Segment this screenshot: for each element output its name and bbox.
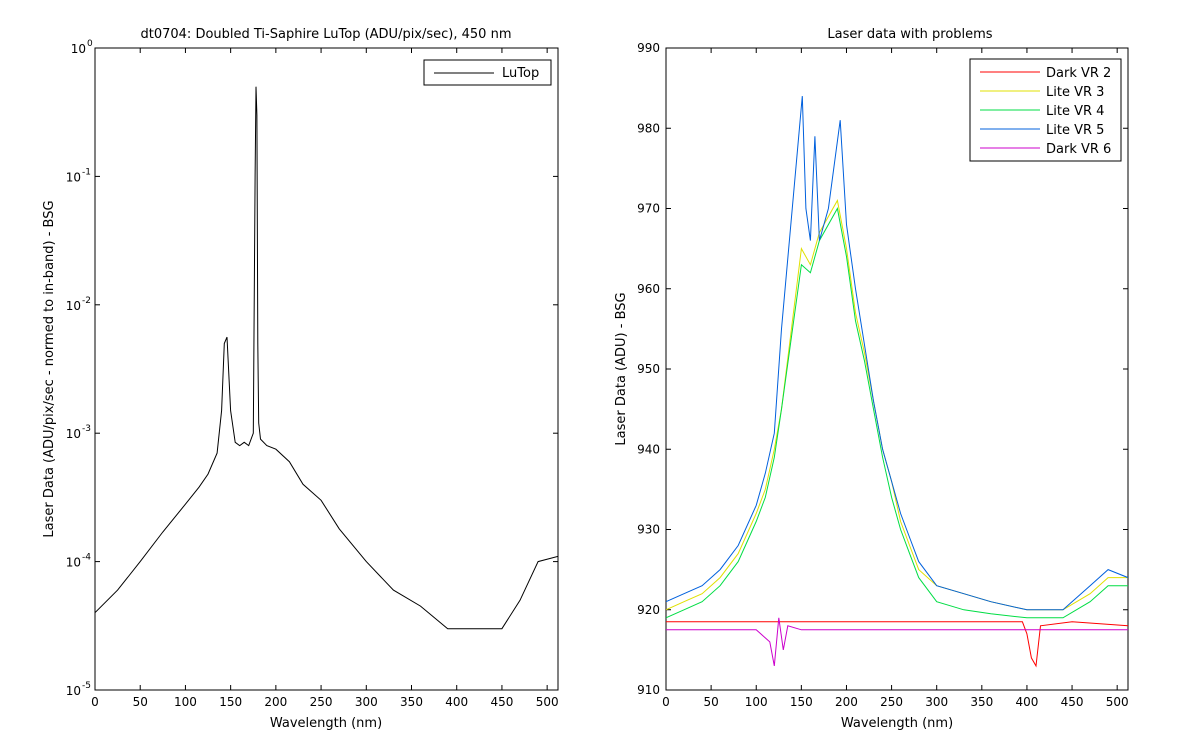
right-chart-title: Laser data with problems <box>827 27 992 42</box>
left-x-tick-label: 250 <box>310 695 333 709</box>
left-y-tick-label: 10-4 <box>66 553 92 570</box>
right-x-tick-label: 250 <box>880 695 903 709</box>
left-x-tick-label: 0 <box>91 695 99 709</box>
left-x-tick-label: 50 <box>133 695 148 709</box>
right-x-tick-label: 400 <box>1015 695 1038 709</box>
left-x-tick-label: 300 <box>355 695 378 709</box>
right-legend-label-lite-vr5: Lite VR 5 <box>1046 123 1104 138</box>
right-legend-label-dark-vr2: Dark VR 2 <box>1046 66 1111 81</box>
right-series-dark-vr-6 <box>666 617 1128 666</box>
right-y-tick-label: 970 <box>637 202 660 216</box>
right-y-tick-label: 910 <box>637 683 660 697</box>
left-series-lines <box>95 86 558 630</box>
left-y-tick-label: 100 <box>71 39 93 56</box>
right-y-tick-label: 990 <box>637 41 660 55</box>
right-series-lite-vr-5 <box>666 96 1128 611</box>
left-x-tick-label: 350 <box>400 695 423 709</box>
left-y-axis-label: Laser Data (ADU/pix/sec - normed to in-b… <box>42 200 57 537</box>
right-y-tick-label: 930 <box>637 523 660 537</box>
left-y-tick-label: 10-2 <box>66 296 91 313</box>
right-legend-label-lite-vr3: Lite VR 3 <box>1046 85 1104 100</box>
left-legend-label-lutop: LuTop <box>502 66 539 81</box>
right-series-dark-vr-2 <box>666 621 1128 668</box>
right-y-tick-label: 940 <box>637 442 660 456</box>
right-chart: Laser data with problems 0 50 100 150 200 250… <box>614 27 1129 731</box>
right-x-tick-label: 100 <box>745 695 768 709</box>
right-x-tick-label: 500 <box>1106 695 1129 709</box>
left-legend: LuTop <box>423 59 552 86</box>
right-x-tick-label: 350 <box>970 695 993 709</box>
right-series-lines <box>666 96 1128 668</box>
right-x-tick-label: 150 <box>790 695 813 709</box>
left-x-tick-label: 200 <box>264 695 287 709</box>
right-x-tick-label: 50 <box>703 695 718 709</box>
left-x-tick-label: 150 <box>219 695 242 709</box>
left-chart: dt0704: Doubled Ti-Saphire LuTop (ADU/pi… <box>42 27 559 731</box>
left-x-tick-label: 500 <box>536 695 559 709</box>
left-x-tick-label: 100 <box>174 695 197 709</box>
left-series-lutop <box>95 86 558 630</box>
right-y-tick-label: 960 <box>637 282 660 296</box>
left-y-tick-label: 10-3 <box>66 424 91 441</box>
right-x-axis-label: Wavelength (nm) <box>841 716 953 731</box>
right-y-tick-label: 920 <box>637 603 660 617</box>
right-legend-label-lite-vr4: Lite VR 4 <box>1046 104 1104 119</box>
right-legend: Dark VR 2 Lite VR 3 Lite VR 4 Lite VR 5 … <box>969 58 1122 162</box>
right-x-tick-label: 200 <box>835 695 858 709</box>
left-x-tick-label: 450 <box>490 695 513 709</box>
right-x-tick-label: 300 <box>925 695 948 709</box>
right-x-tick-label: 450 <box>1061 695 1084 709</box>
right-x-tick-label: 0 <box>662 695 670 709</box>
left-y-tick-label: 10-5 <box>66 681 91 698</box>
left-chart-title: dt0704: Doubled Ti-Saphire LuTop (ADU/pi… <box>141 27 512 42</box>
left-y-tick-label: 10-1 <box>66 167 91 184</box>
right-series-lite-vr-4 <box>666 207 1128 619</box>
right-legend-label-dark-vr6: Dark VR 6 <box>1046 142 1111 157</box>
left-plot-frame <box>94 47 559 691</box>
left-x-tick-label: 400 <box>445 695 468 709</box>
right-y-tick-label: 950 <box>637 362 660 376</box>
right-y-axis-label: Laser Data (ADU) - BSG <box>614 292 629 445</box>
right-axis-ticks: 0 50 100 150 200 250 300 350 400 450 500 910 920 930 9… <box>637 41 1129 709</box>
left-axis-ticks: 0 50 100 150 200 250 300 350 400 450 500 100 10-1 10-… <box>66 39 559 709</box>
right-y-tick-label: 980 <box>637 121 660 135</box>
left-x-axis-label: Wavelength (nm) <box>270 716 382 731</box>
